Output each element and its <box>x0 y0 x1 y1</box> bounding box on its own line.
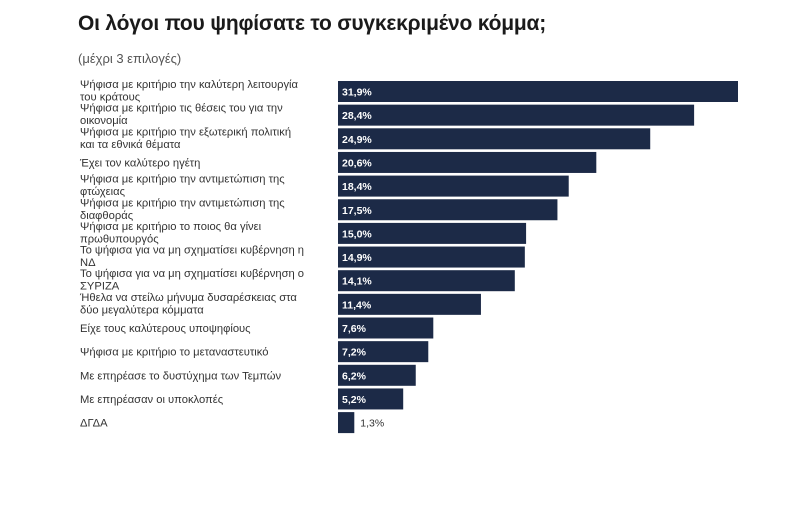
bar-row: 18,4% Ψήφισα με κριτήριο την αντιμετώπιση… <box>80 174 569 199</box>
value-label: 24,9% <box>342 134 372 146</box>
bar <box>338 293 481 315</box>
bar <box>338 199 558 221</box>
bar-row: 7,2% Ψήφισα με κριτήριο το μεταναστευτικό <box>80 341 429 363</box>
bar-row: 5,2% Με επηρέασαν οι υποκλοπές <box>80 388 404 410</box>
value-label: 6,2% <box>342 370 367 382</box>
value-label: 14,1% <box>342 276 372 288</box>
value-label: 1,3% <box>360 418 384 430</box>
bar <box>338 151 597 173</box>
bar-row: 31,9% Ψήφισα με κριτήριο την καλύτερη λει… <box>80 79 738 104</box>
bar <box>338 388 404 410</box>
bar <box>338 412 355 434</box>
value-label: 31,9% <box>342 87 372 99</box>
bar <box>338 104 695 126</box>
value-label: 7,6% <box>342 323 367 335</box>
category-label: Είχε τους καλύτερους υποψηφίους <box>80 323 251 335</box>
category-label: Ψήφισα με κριτήριο την αντιμετώπιση της φ… <box>80 174 285 199</box>
chart-title: Οι λόγοι που ψηφίσατε το συγκεκριμένο κό… <box>78 12 546 35</box>
value-label: 28,4% <box>342 110 372 122</box>
category-label: Ψήφισα με κριτήριο το ποιος θα γίνει πρωθ… <box>80 221 262 246</box>
bar <box>338 270 515 292</box>
category-label: Με επηρέασε το δυστύχημα των Τεμπών <box>80 370 281 382</box>
bar-row: 14,1% Το ψήφισα για να μη σχηματίσει κυβέ… <box>80 268 515 293</box>
bar <box>338 317 434 339</box>
value-label: 11,4% <box>342 299 372 311</box>
bar-row: 28,4% Ψήφισα με κριτήριο τις θέσεις του γ… <box>80 103 695 128</box>
category-label: Ψήφισα με κριτήριο τις θέσεις του για τη… <box>80 103 283 128</box>
bar-row: 1,3% ΔΓΔΑ <box>80 412 384 434</box>
category-label: Ψήφισα με κριτήριο την εξωτερική πολιτικ… <box>80 126 291 151</box>
category-label: Ψήφισα με κριτήριο την αντιμετώπιση της δ… <box>80 197 285 222</box>
bar-row: 14,9% Το ψήφισα για να μη σχηματίσει κυβέ… <box>80 245 525 269</box>
value-label: 15,0% <box>342 228 372 240</box>
value-label: 17,5% <box>342 205 372 217</box>
value-label: 7,2% <box>342 347 367 359</box>
bar-row: 7,6% Είχε τους καλύτερους υποψηφίους <box>80 317 434 339</box>
category-label: Το ψήφισα για να μη σχηματίσει κυβέρνηση… <box>80 245 304 269</box>
category-label: Με επηρέασαν οι υποκλοπές <box>80 394 224 406</box>
bar-row: 20,6% Έχει τον καλύτερο ηγέτη <box>79 151 597 173</box>
bar <box>338 222 527 244</box>
category-label: Ήθελα να στείλω μήνυμα δυσαρέσκειας στα δ… <box>79 292 297 317</box>
category-label: Το ψήφισα για να μη σχηματίσει κυβέρνηση… <box>80 268 304 293</box>
bar-row: 24,9% Ψήφισα με κριτήριο την εξωτερική πο… <box>80 126 651 151</box>
category-label: Ψήφισα με κριτήριο το μεταναστευτικό <box>80 347 268 359</box>
value-label: 20,6% <box>342 157 372 169</box>
category-label: ΔΓΔΑ <box>80 418 108 430</box>
category-label: Ψήφισα με κριτήριο την καλύτερη λειτουργ… <box>80 79 299 104</box>
bar <box>338 81 738 102</box>
chart-subtitle: (μέχρι 3 επιλογές) <box>78 51 182 66</box>
bar <box>338 128 651 150</box>
value-label: 14,9% <box>342 252 372 264</box>
bar-row: 11,4% Ήθελα να στείλω μήνυμα δυσαρέσκειας… <box>79 292 481 317</box>
value-label: 5,2% <box>342 394 367 406</box>
bar-row: 15,0% Ψήφισα με κριτήριο το ποιος θα γίνε… <box>80 221 527 246</box>
category-label: Έχει τον καλύτερο ηγέτη <box>79 157 200 169</box>
bar <box>338 246 525 268</box>
bar-row: 6,2% Με επηρέασε το δυστύχημα των Τεμπών <box>80 364 416 386</box>
value-label: 18,4% <box>342 181 372 193</box>
bar <box>338 364 416 386</box>
bar-row: 17,5% Ψήφισα με κριτήριο την αντιμετώπιση… <box>80 197 558 222</box>
bar <box>338 341 429 363</box>
bar <box>338 175 569 197</box>
